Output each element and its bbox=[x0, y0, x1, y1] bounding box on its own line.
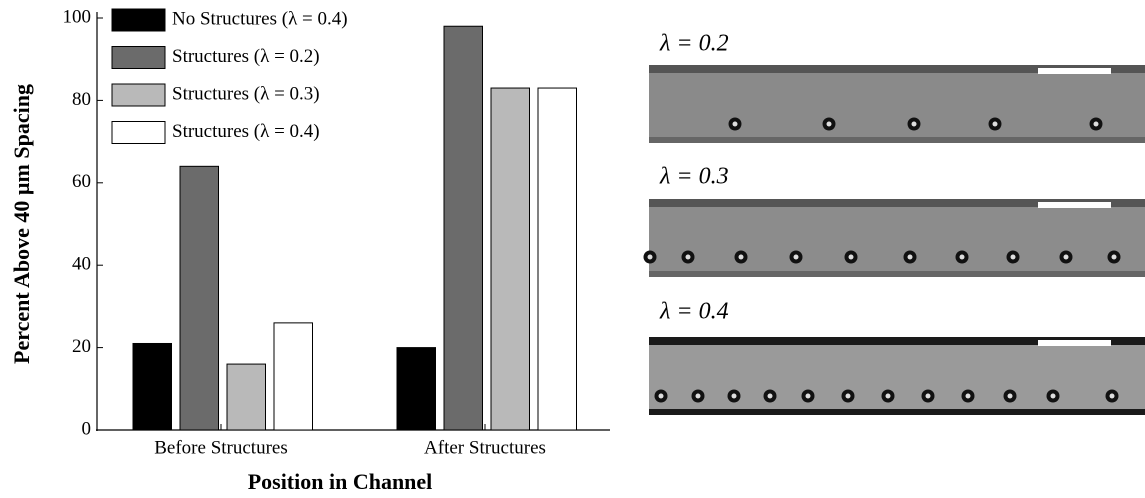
channel-image bbox=[649, 65, 1145, 143]
panel-label: λ = 0.4 bbox=[659, 299, 729, 325]
y-tick-label: 0 bbox=[82, 418, 92, 439]
particle-highlight bbox=[886, 394, 891, 399]
scale-bar bbox=[1038, 202, 1111, 208]
y-tick-label: 40 bbox=[72, 254, 91, 275]
bar bbox=[444, 26, 483, 430]
channel-wall bbox=[649, 271, 1145, 277]
particle-highlight bbox=[794, 255, 799, 260]
particle-highlight bbox=[1064, 255, 1069, 260]
particle-highlight bbox=[912, 122, 917, 127]
particle-highlight bbox=[1110, 394, 1115, 399]
bar bbox=[227, 364, 266, 430]
figure: Percent Above 40 µm Spacing Position in … bbox=[0, 0, 1145, 498]
bar bbox=[133, 343, 172, 430]
particle-highlight bbox=[846, 394, 851, 399]
particle-highlight bbox=[733, 122, 738, 127]
particle-highlight bbox=[686, 255, 691, 260]
particle-highlight bbox=[993, 122, 998, 127]
scale-bar bbox=[1038, 68, 1111, 74]
channel-image bbox=[649, 337, 1145, 415]
particle-highlight bbox=[648, 255, 653, 260]
legend-label: No Structures (λ = 0.4) bbox=[172, 8, 348, 29]
scale-bar bbox=[1038, 340, 1111, 346]
y-tick-label: 20 bbox=[72, 336, 91, 357]
particle-highlight bbox=[1051, 394, 1056, 399]
particle-highlight bbox=[1011, 255, 1016, 260]
particle-highlight bbox=[960, 255, 965, 260]
particle-highlight bbox=[1112, 255, 1117, 260]
particle-highlight bbox=[739, 255, 744, 260]
legend-label: Structures (λ = 0.3) bbox=[172, 83, 320, 104]
particle-highlight bbox=[1008, 394, 1013, 399]
legend-label: Structures (λ = 0.2) bbox=[172, 46, 320, 67]
legend-swatch bbox=[112, 47, 165, 69]
y-tick-label: 60 bbox=[72, 171, 91, 192]
particle-highlight bbox=[768, 394, 773, 399]
channel-image bbox=[649, 199, 1145, 277]
y-tick-label: 100 bbox=[63, 6, 92, 27]
particle-highlight bbox=[732, 394, 737, 399]
panel-label: λ = 0.3 bbox=[659, 164, 729, 190]
y-tick-label: 80 bbox=[72, 89, 91, 110]
legend-swatch bbox=[112, 122, 165, 144]
particle-highlight bbox=[659, 394, 664, 399]
y-axis-label: Percent Above 40 µm Spacing bbox=[9, 84, 34, 364]
legend-swatch bbox=[112, 9, 165, 31]
x-axis-label: Position in Channel bbox=[248, 469, 433, 494]
x-tick-label: Before Structures bbox=[154, 437, 287, 458]
bar bbox=[397, 348, 436, 430]
panel-label: λ = 0.2 bbox=[659, 31, 729, 57]
bar bbox=[180, 166, 219, 430]
bar bbox=[491, 88, 530, 430]
particle-highlight bbox=[827, 122, 832, 127]
bar bbox=[274, 323, 313, 430]
particle-highlight bbox=[806, 394, 811, 399]
particle-highlight bbox=[966, 394, 971, 399]
legend-swatch bbox=[112, 84, 165, 106]
particle-highlight bbox=[849, 255, 854, 260]
particle-highlight bbox=[1094, 122, 1099, 127]
particle-highlight bbox=[696, 394, 701, 399]
bar bbox=[538, 88, 577, 430]
x-tick-label: After Structures bbox=[424, 437, 546, 458]
particle-highlight bbox=[926, 394, 931, 399]
channel-wall bbox=[649, 409, 1145, 415]
particle-highlight bbox=[908, 255, 913, 260]
channel-wall bbox=[649, 137, 1145, 143]
legend-label: Structures (λ = 0.4) bbox=[172, 121, 320, 142]
